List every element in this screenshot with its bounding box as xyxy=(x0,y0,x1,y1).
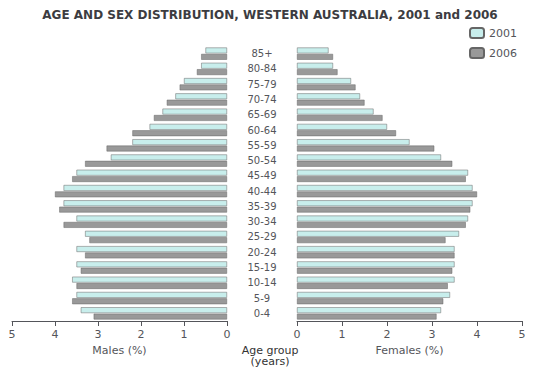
svg-text:50-54: 50-54 xyxy=(247,155,276,166)
svg-text:5-9: 5-9 xyxy=(254,293,270,304)
svg-text:40-44: 40-44 xyxy=(247,186,276,197)
svg-text:45-49: 45-49 xyxy=(247,170,276,181)
svg-text:1: 1 xyxy=(339,328,346,341)
svg-text:2: 2 xyxy=(384,328,391,341)
svg-text:80-84: 80-84 xyxy=(247,63,276,74)
svg-text:5: 5 xyxy=(519,328,526,341)
svg-text:2001: 2001 xyxy=(489,27,517,40)
svg-text:Males (%): Males (%) xyxy=(92,344,146,357)
svg-text:0: 0 xyxy=(294,328,301,341)
svg-text:4: 4 xyxy=(474,328,481,341)
svg-text:0-4: 0-4 xyxy=(254,308,270,319)
svg-text:10-14: 10-14 xyxy=(247,277,276,288)
svg-text:65-69: 65-69 xyxy=(247,109,276,120)
svg-text:25-29: 25-29 xyxy=(247,231,276,242)
svg-text:4: 4 xyxy=(52,328,59,341)
svg-text:5: 5 xyxy=(9,328,16,341)
svg-text:60-64: 60-64 xyxy=(247,125,276,136)
svg-text:3: 3 xyxy=(95,328,102,341)
svg-text:2006: 2006 xyxy=(489,47,517,60)
svg-text:Females (%): Females (%) xyxy=(375,344,443,357)
svg-text:3: 3 xyxy=(429,328,436,341)
svg-text:(years): (years) xyxy=(251,355,290,368)
svg-text:85+: 85+ xyxy=(251,48,272,59)
svg-text:75-79: 75-79 xyxy=(247,79,276,90)
svg-text:0: 0 xyxy=(224,328,231,341)
svg-text:70-74: 70-74 xyxy=(247,94,276,105)
svg-text:35-39: 35-39 xyxy=(247,201,276,212)
svg-text:Age group: Age group xyxy=(241,344,299,357)
svg-text:15-19: 15-19 xyxy=(247,262,276,273)
svg-text:1: 1 xyxy=(181,328,188,341)
svg-text:2: 2 xyxy=(138,328,145,341)
svg-text:55-59: 55-59 xyxy=(247,140,276,151)
svg-text:20-24: 20-24 xyxy=(247,247,276,258)
svg-text:30-34: 30-34 xyxy=(247,216,276,227)
svg-text:AGE AND SEX DISTRIBUTION, WEST: AGE AND SEX DISTRIBUTION, WESTERN AUSTRA… xyxy=(42,8,497,22)
